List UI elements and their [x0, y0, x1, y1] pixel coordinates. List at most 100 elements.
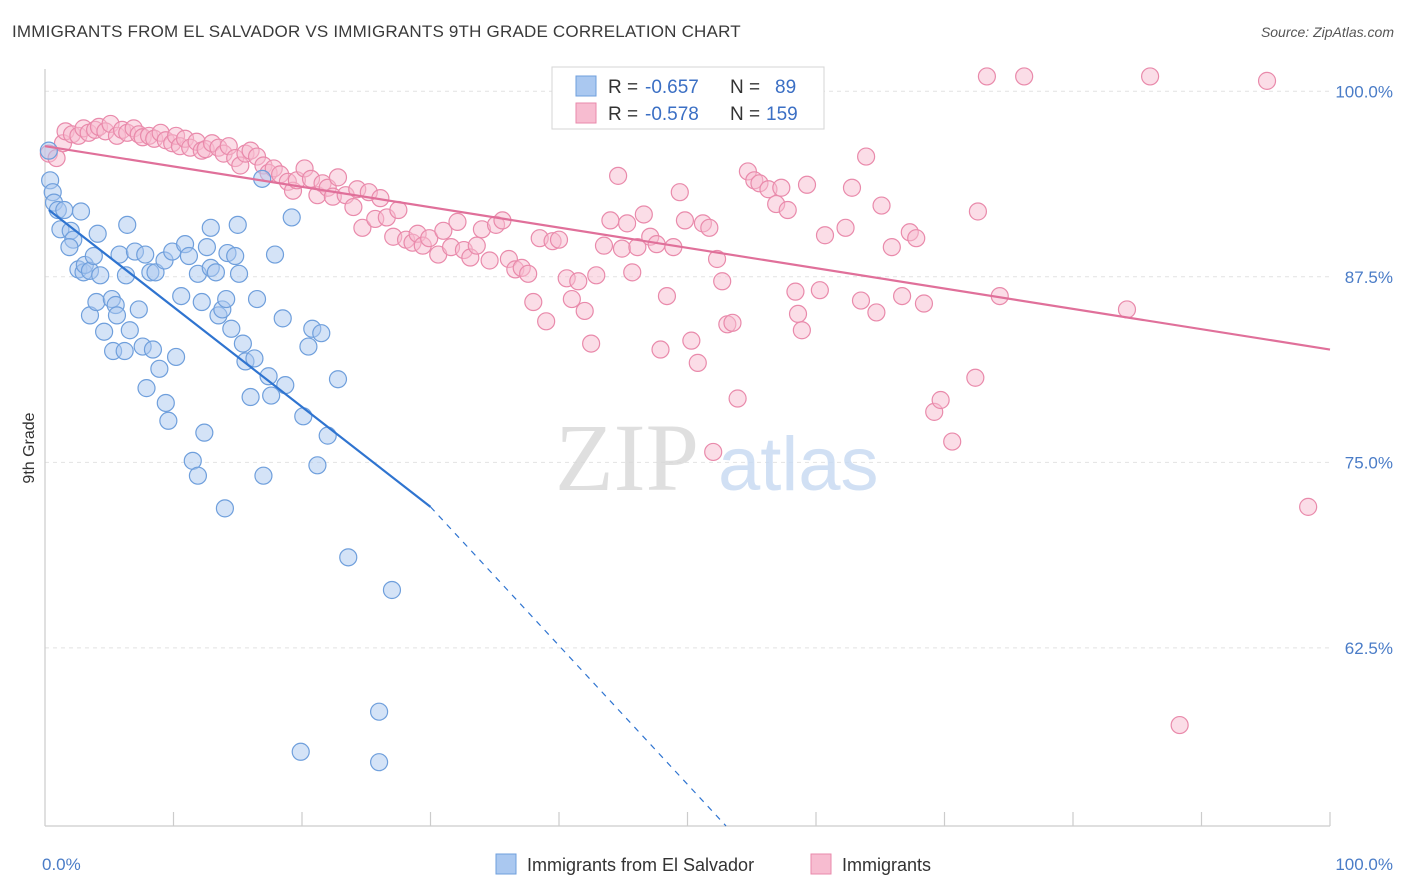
- el-salvador-point: [143, 340, 163, 359]
- immigrants-point: [537, 312, 556, 331]
- immigrants-point: [420, 229, 439, 248]
- immigrants-point: [594, 236, 614, 255]
- grid-lines: [45, 90, 1330, 649]
- trend-line-el-salvador: [48, 209, 432, 508]
- immigrants-point: [867, 303, 886, 322]
- immigrants-point: [549, 230, 569, 249]
- el-salvador-point: [91, 266, 110, 285]
- immigrants-point: [842, 178, 862, 197]
- el-salvador-point: [172, 287, 191, 306]
- immigrants-point: [713, 272, 732, 291]
- el-salvador-point: [370, 702, 389, 721]
- immigrants-point: [914, 294, 934, 313]
- legend-swatch-pink: [575, 102, 597, 124]
- immigrants-point: [892, 287, 912, 306]
- x-tick-label: 100.0%: [1335, 855, 1393, 874]
- legend-n-label-2: N =: [730, 104, 760, 125]
- el-salvador-point: [328, 370, 348, 389]
- legend-r-value-2: -0.578: [645, 104, 699, 125]
- immigrants-point: [609, 166, 628, 185]
- x-tick-labels: 0.0% 100.0%: [42, 855, 1393, 874]
- legend-n-value-1: 89: [775, 77, 796, 98]
- legend-r-label-2: R =: [608, 104, 638, 125]
- trend-line-immigrants: [44, 145, 1331, 351]
- el-salvador-point: [294, 407, 313, 426]
- immigrants-point: [1015, 67, 1034, 86]
- immigrants-point: [778, 200, 797, 220]
- el-salvador-point: [87, 292, 106, 312]
- immigrants-point: [704, 442, 723, 462]
- series-immigrants-points: [39, 67, 1318, 735]
- el-salvador-point: [382, 580, 402, 600]
- el-salvador-point: [115, 341, 134, 361]
- legend-bottom-swatch-pink: [810, 853, 832, 875]
- immigrants-point: [688, 353, 707, 372]
- el-salvador-point: [312, 324, 331, 343]
- immigrants-point: [1257, 71, 1277, 90]
- immigrants-point: [792, 321, 811, 340]
- el-salvador-point: [282, 208, 301, 227]
- immigrants-point: [931, 390, 950, 410]
- el-salvador-point: [129, 300, 148, 319]
- x-tick-label: 0.0%: [42, 855, 81, 874]
- el-salvador-point: [118, 215, 137, 234]
- el-salvador-point: [192, 292, 211, 312]
- el-salvador-point: [95, 322, 114, 341]
- immigrants-point: [788, 304, 808, 324]
- immigrants-point: [966, 368, 985, 387]
- y-axis-label: 9th Grade: [21, 412, 38, 483]
- legend-label-immigrants: Immigrants: [842, 855, 931, 875]
- el-salvador-point: [201, 218, 220, 237]
- legend-label-el-salvador: Immigrants from El Salvador: [527, 855, 754, 875]
- el-salvador-point: [197, 238, 217, 257]
- el-salvador-point: [150, 359, 169, 378]
- el-salvador-point: [137, 379, 156, 398]
- y-tick-label: 87.5%: [1345, 268, 1393, 287]
- el-salvador-point: [84, 246, 103, 266]
- immigrants-point: [587, 266, 606, 285]
- immigrants-point: [968, 202, 988, 221]
- immigrants-point: [723, 313, 742, 332]
- immigrants-point: [1140, 67, 1160, 86]
- immigrants-point: [1170, 715, 1189, 735]
- immigrants-point: [582, 334, 601, 353]
- el-salvador-point: [318, 426, 337, 445]
- el-salvador-point: [217, 289, 236, 309]
- immigrants-point: [977, 67, 997, 86]
- legend-r-label-1: R =: [608, 77, 638, 98]
- legend-n-value-2: 159: [766, 104, 798, 125]
- immigrants-point: [836, 218, 855, 237]
- el-salvador-point: [291, 742, 310, 761]
- el-salvador-point: [245, 349, 264, 368]
- immigrants-point: [612, 239, 632, 258]
- y-tick-label: 75.0%: [1345, 453, 1393, 472]
- legend-series: Immigrants from El Salvador Immigrants: [495, 853, 931, 875]
- el-salvador-point: [188, 466, 208, 485]
- watermark-zip: ZIP: [555, 404, 699, 511]
- immigrants-point: [772, 178, 791, 197]
- el-salvador-point: [107, 306, 127, 325]
- el-salvador-point: [229, 264, 249, 283]
- el-salvador-point: [226, 246, 245, 266]
- immigrants-point: [682, 331, 701, 350]
- immigrants-point: [857, 147, 876, 166]
- immigrants-point: [480, 251, 499, 270]
- immigrants-point: [907, 229, 926, 248]
- trend-lines: [44, 145, 1331, 827]
- immigrants-point: [575, 301, 594, 321]
- immigrants-point: [675, 211, 695, 230]
- trend-line-el-salvador-extension: [430, 506, 727, 827]
- immigrants-point: [562, 289, 581, 309]
- el-salvador-point: [370, 753, 389, 772]
- immigrants-point: [634, 205, 653, 224]
- immigrants-point: [1299, 497, 1318, 516]
- immigrants-point: [601, 211, 620, 230]
- el-salvador-point: [222, 319, 241, 338]
- watermark-atlas: atlas: [718, 422, 879, 507]
- immigrants-point: [815, 226, 835, 245]
- el-salvador-point: [259, 367, 278, 386]
- el-salvador-point: [120, 321, 139, 340]
- immigrants-point: [434, 221, 453, 240]
- el-salvador-point: [179, 246, 199, 266]
- el-salvador-point: [276, 376, 295, 395]
